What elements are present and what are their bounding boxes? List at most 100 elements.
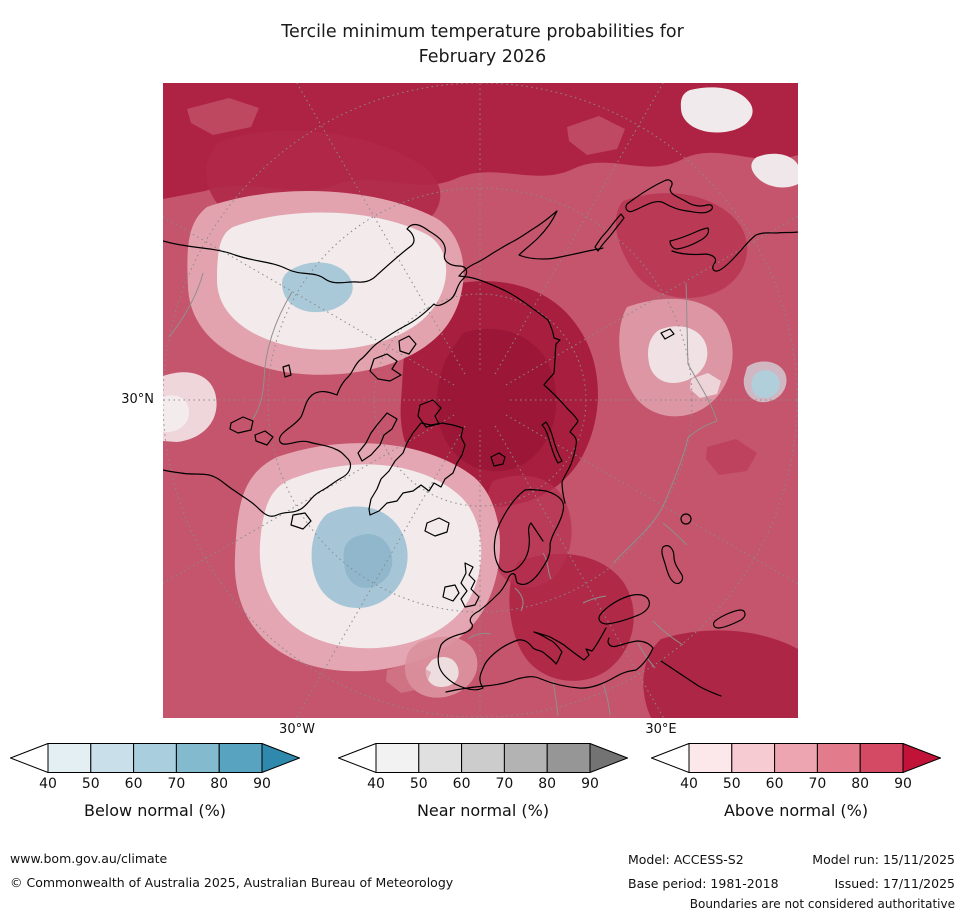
base-period-text: Base period: 1981-2018 (628, 876, 779, 891)
colorbar-segment (133, 743, 177, 773)
colorbar-segment (650, 742, 690, 774)
model-text: Model: ACCESS-S2 (628, 852, 744, 867)
ellesmere-island-coastline (417, 399, 442, 428)
meridian-lines (163, 83, 798, 718)
coastlines (163, 179, 798, 697)
copyright-text: © Commonwealth of Australia 2025, Austra… (10, 875, 454, 890)
colorbar-tick: 40 (39, 776, 57, 792)
colorbar-segment (902, 742, 942, 774)
chart-title-line1: Tercile minimum temperature probabilitie… (281, 22, 684, 42)
aral-sea-coastline (680, 513, 692, 525)
lake-winnipeg-coastline (282, 364, 292, 378)
caspian-sea-coastline (661, 545, 684, 585)
above-normal-ticks: 40 50 60 70 80 90 (651, 776, 941, 794)
china-coastline (671, 231, 798, 272)
great-lakes-coastline (229, 416, 274, 446)
below-normal-colorbar-slot (9, 742, 301, 774)
colorbar-tick: 60 (124, 776, 143, 792)
colorbar-tick: 80 (538, 776, 557, 792)
colorbar-segment (816, 743, 861, 773)
colorbar-segment (337, 742, 377, 774)
colorbar-tick: 40 (680, 776, 698, 792)
colorbar-segment (9, 742, 49, 774)
chart-title-line2: February 2026 (418, 47, 547, 67)
north-america-coastline (163, 223, 468, 517)
polar-probability-map (163, 83, 798, 718)
colorbar-segment (47, 743, 92, 773)
colorbar-segment (175, 743, 220, 773)
near-normal-label: Near normal (%) (416, 801, 550, 820)
longitude-label-30w: 30°W (279, 722, 315, 737)
colorbar-tick: 90 (253, 776, 271, 792)
victoria-island-coastline (369, 353, 402, 382)
above-normal-label: Above normal (%) (723, 801, 869, 820)
colorbar-segment (418, 743, 463, 773)
colorbar-tick: 90 (894, 776, 912, 792)
colorbar-tick: 40 (367, 776, 385, 792)
kamchatka-okhotsk-coastline (458, 210, 604, 277)
near-normal-ticks: 40 50 60 70 80 90 (338, 776, 628, 794)
colorbar-tick: 90 (581, 776, 599, 792)
mediterranean-europe-coastline (454, 627, 607, 691)
colorbar-tick: 70 (808, 776, 827, 792)
colorbar-tick: 60 (452, 776, 471, 792)
colorbar-segment (261, 742, 301, 774)
colorbar-segment (731, 743, 776, 773)
below-normal-ticks: 40 50 60 70 80 90 (10, 776, 300, 794)
chart-title: Tercile minimum temperature probabilitie… (0, 20, 965, 70)
iceland-coastline (424, 517, 450, 537)
great-britain-coastline (460, 562, 480, 608)
below-normal-colorbar (9, 742, 301, 774)
persian-gulf-coastline (712, 609, 746, 629)
black-sea-coastline (598, 594, 650, 625)
north-africa-coastline (445, 637, 654, 693)
red-sea-coastline (660, 660, 722, 697)
graticule (163, 83, 798, 718)
colorbar-segment (218, 743, 263, 773)
colorbar-segment (774, 743, 818, 773)
svalbard-coastline (490, 452, 506, 467)
colorbar-tick: 50 (409, 776, 428, 792)
korea-coastline (669, 227, 710, 250)
colorbar-tick: 50 (722, 776, 741, 792)
latitude-label-30n: 30°N (121, 392, 154, 407)
banks-island-coastline (398, 335, 417, 355)
baltic-coastline (507, 522, 544, 573)
japan-coastline (625, 179, 713, 214)
near-normal-colorbar-slot (337, 742, 629, 774)
colorbar-tick: 70 (167, 776, 186, 792)
europe-atlantic-coastline (437, 488, 565, 685)
legend-above-normal: 40 50 60 70 80 90 Above normal (%) (650, 742, 942, 843)
above-normal-colorbar-slot (650, 742, 942, 774)
greenland-coastline (368, 422, 466, 516)
legend-below-normal: 40 50 60 70 80 90 Below normal (%) (9, 742, 301, 843)
colorbar-segment (503, 743, 548, 773)
colorbar-segment (546, 743, 591, 773)
newfoundland-coastline (290, 512, 312, 530)
latitude-circle-30n (163, 83, 798, 718)
model-run-text: Model run: 15/11/2025 (812, 852, 955, 867)
near-normal-colorbar (337, 742, 629, 774)
sakhalin-coastline (594, 213, 625, 252)
legend-near-normal: 40 50 60 70 80 90 Near normal (%) (337, 742, 629, 843)
colorbar-tick: 50 (81, 776, 100, 792)
longitude-label-30e: 30°E (645, 722, 677, 737)
colorbar-segment (859, 743, 904, 773)
colorbar-tick: 70 (495, 776, 514, 792)
map-canvas (163, 83, 798, 718)
issued-text: Issued: 17/11/2025 (834, 876, 956, 891)
russia-arctic-coastline (458, 275, 579, 504)
colorbar-segment (375, 743, 420, 773)
colorbar-segment (589, 742, 629, 774)
above-normal-colorbar (650, 742, 942, 774)
colorbar-tick: 80 (210, 776, 229, 792)
colorbar-tick: 80 (851, 776, 870, 792)
colorbar-tick: 60 (765, 776, 784, 792)
below-normal-label: Below normal (%) (83, 801, 227, 820)
colorbar-segment (90, 743, 135, 773)
probability-field (163, 83, 798, 718)
lake-baikal-coastline (660, 328, 675, 340)
boundaries-disclaimer: Boundaries are not considered authoritat… (689, 897, 955, 911)
colorbar-segment (461, 743, 505, 773)
